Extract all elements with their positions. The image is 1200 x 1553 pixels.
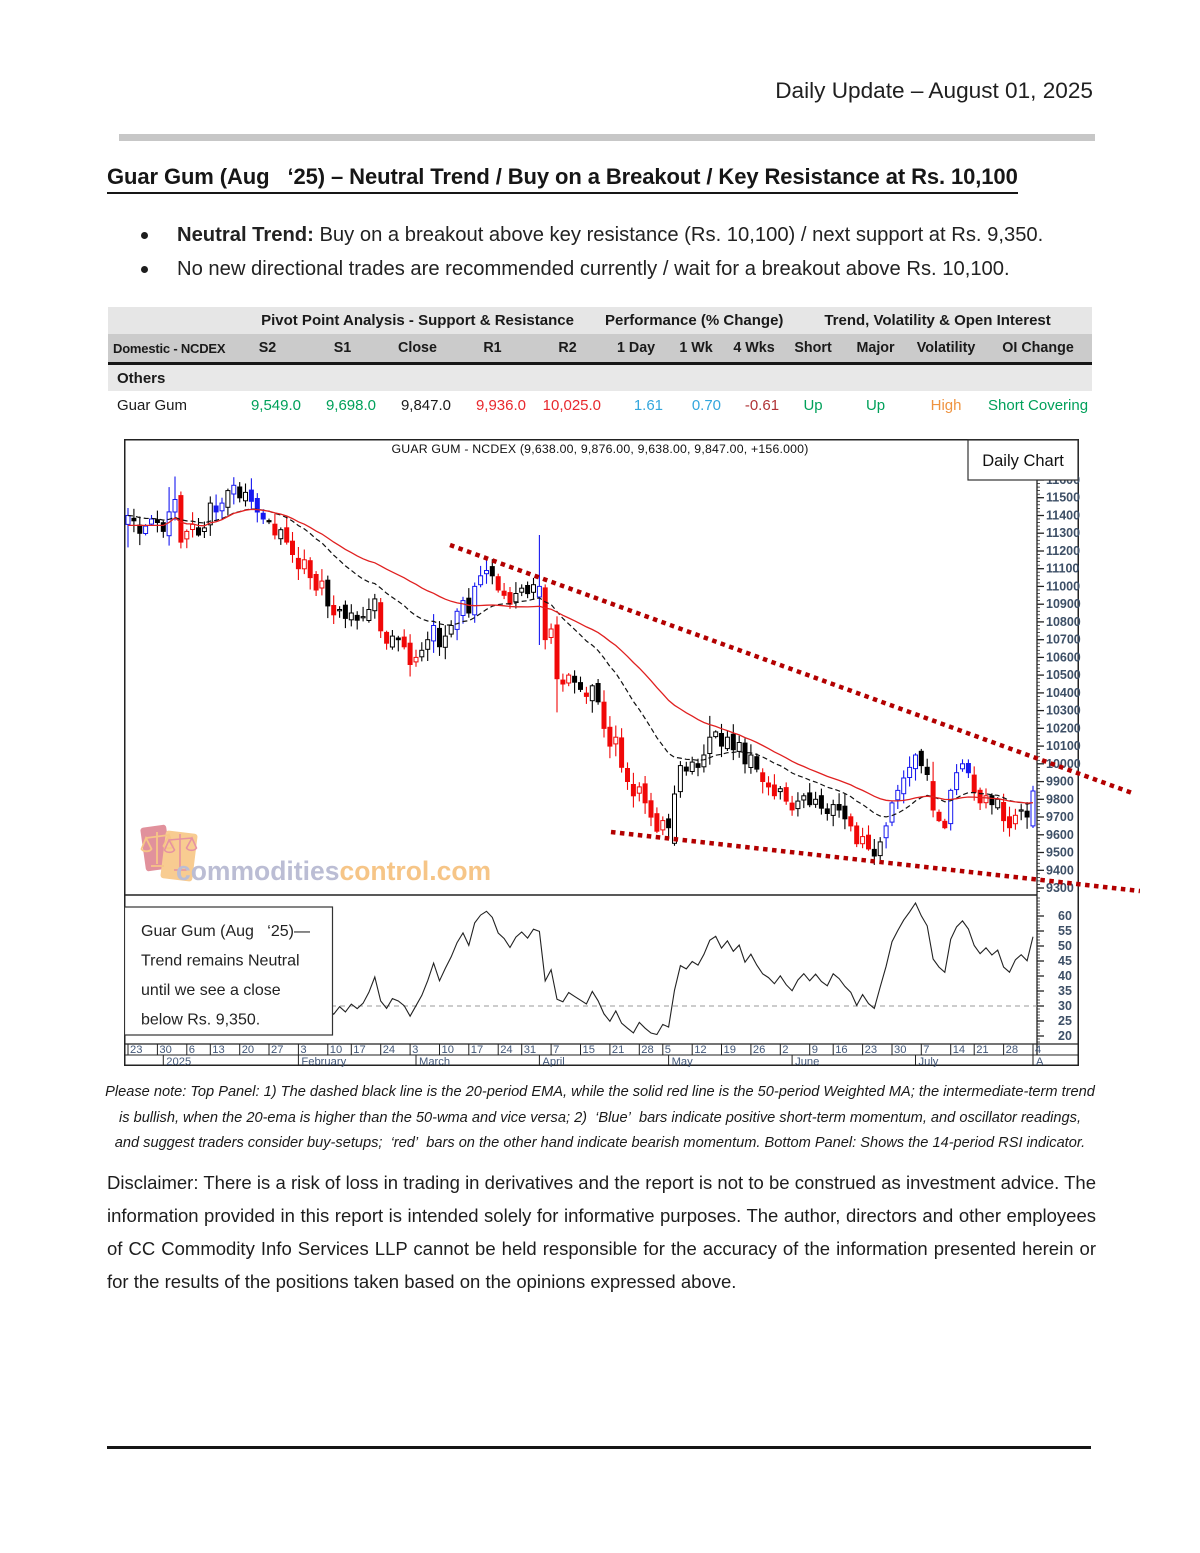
svg-text:28: 28: [1006, 1044, 1018, 1056]
svg-text:14: 14: [953, 1044, 965, 1056]
svg-text:Guar Gum (Aug ‘25)—: Guar Gum (Aug ‘25)—: [141, 923, 310, 940]
svg-text:11300: 11300: [1046, 526, 1080, 540]
svg-text:Trend remains Neutral: Trend remains Neutral: [141, 953, 300, 970]
svg-text:10100: 10100: [1046, 739, 1081, 753]
svg-text:10200: 10200: [1046, 721, 1081, 735]
svg-text:9400: 9400: [1046, 863, 1074, 877]
svg-text:23: 23: [865, 1044, 877, 1056]
svg-text:15: 15: [583, 1044, 595, 1056]
svg-text:10600: 10600: [1046, 650, 1081, 664]
svg-text:50: 50: [1058, 939, 1072, 953]
svg-text:10900: 10900: [1046, 597, 1081, 611]
svg-text:45: 45: [1058, 954, 1072, 968]
svg-text:7: 7: [553, 1044, 559, 1056]
svg-text:16: 16: [835, 1044, 847, 1056]
svg-text:60: 60: [1058, 909, 1072, 923]
svg-text:26: 26: [753, 1044, 765, 1056]
svg-text:GUAR GUM - NCDEX (9,638.00, 9,: GUAR GUM - NCDEX (9,638.00, 9,876.00, 9,…: [391, 442, 808, 456]
svg-text:A: A: [1036, 1056, 1044, 1067]
svg-text:9700: 9700: [1046, 810, 1074, 824]
svg-text:9300: 9300: [1046, 881, 1074, 895]
svg-text:10700: 10700: [1046, 633, 1081, 647]
svg-text:Daily Chart: Daily Chart: [982, 452, 1064, 470]
svg-text:below Rs. 9,350.: below Rs. 9,350.: [141, 1012, 260, 1029]
svg-text:9900: 9900: [1046, 775, 1074, 789]
svg-text:7: 7: [923, 1044, 929, 1056]
svg-text:30: 30: [1058, 999, 1072, 1013]
svg-text:13: 13: [212, 1044, 224, 1056]
svg-text:May: May: [672, 1056, 694, 1067]
svg-text:July: July: [919, 1056, 939, 1067]
svg-text:commoditiescontrol.com: commoditiescontrol.com: [176, 856, 491, 886]
svg-text:28: 28: [641, 1044, 653, 1056]
svg-text:10: 10: [330, 1044, 342, 1056]
svg-text:March: March: [419, 1056, 450, 1067]
svg-text:until we see a close: until we see a close: [141, 982, 281, 999]
svg-text:21: 21: [612, 1044, 624, 1056]
svg-text:30: 30: [894, 1044, 906, 1056]
svg-text:12: 12: [694, 1044, 706, 1056]
svg-text:24: 24: [500, 1044, 512, 1056]
svg-text:April: April: [542, 1056, 564, 1067]
svg-text:17: 17: [471, 1044, 483, 1056]
svg-text:9500: 9500: [1046, 846, 1074, 860]
svg-text:11100: 11100: [1046, 562, 1079, 576]
svg-text:2: 2: [782, 1044, 788, 1056]
svg-text:11200: 11200: [1046, 544, 1080, 558]
svg-text:20: 20: [1058, 1029, 1072, 1043]
svg-text:9: 9: [812, 1044, 818, 1056]
svg-text:40: 40: [1058, 969, 1072, 983]
svg-text:19: 19: [724, 1044, 736, 1056]
svg-text:11400: 11400: [1046, 509, 1080, 523]
svg-text:11000: 11000: [1046, 579, 1080, 593]
svg-text:10000: 10000: [1046, 757, 1081, 771]
svg-text:20: 20: [242, 1044, 254, 1056]
svg-text:3: 3: [412, 1044, 418, 1056]
svg-text:17: 17: [353, 1044, 365, 1056]
svg-text:4: 4: [1035, 1044, 1041, 1056]
svg-text:2025: 2025: [166, 1056, 191, 1067]
svg-text:10500: 10500: [1046, 668, 1081, 682]
svg-text:10: 10: [442, 1044, 454, 1056]
svg-text:10300: 10300: [1046, 704, 1081, 718]
svg-text:55: 55: [1058, 924, 1072, 938]
svg-text:3: 3: [300, 1044, 306, 1056]
svg-text:25: 25: [1058, 1014, 1072, 1028]
svg-text:31: 31: [524, 1044, 536, 1056]
svg-text:35: 35: [1058, 984, 1072, 998]
svg-text:10400: 10400: [1046, 686, 1081, 700]
svg-text:10800: 10800: [1046, 615, 1081, 629]
svg-text:6: 6: [189, 1044, 195, 1056]
svg-text:11500: 11500: [1046, 491, 1080, 505]
svg-text:24: 24: [383, 1044, 395, 1056]
svg-text:27: 27: [271, 1044, 283, 1056]
svg-text:5: 5: [665, 1044, 671, 1056]
svg-text:30: 30: [159, 1044, 171, 1056]
svg-text:9800: 9800: [1046, 792, 1074, 806]
svg-text:February: February: [301, 1056, 346, 1067]
svg-text:June: June: [795, 1056, 819, 1067]
svg-text:9600: 9600: [1046, 828, 1074, 842]
svg-text:23: 23: [130, 1044, 142, 1056]
svg-text:21: 21: [976, 1044, 988, 1056]
